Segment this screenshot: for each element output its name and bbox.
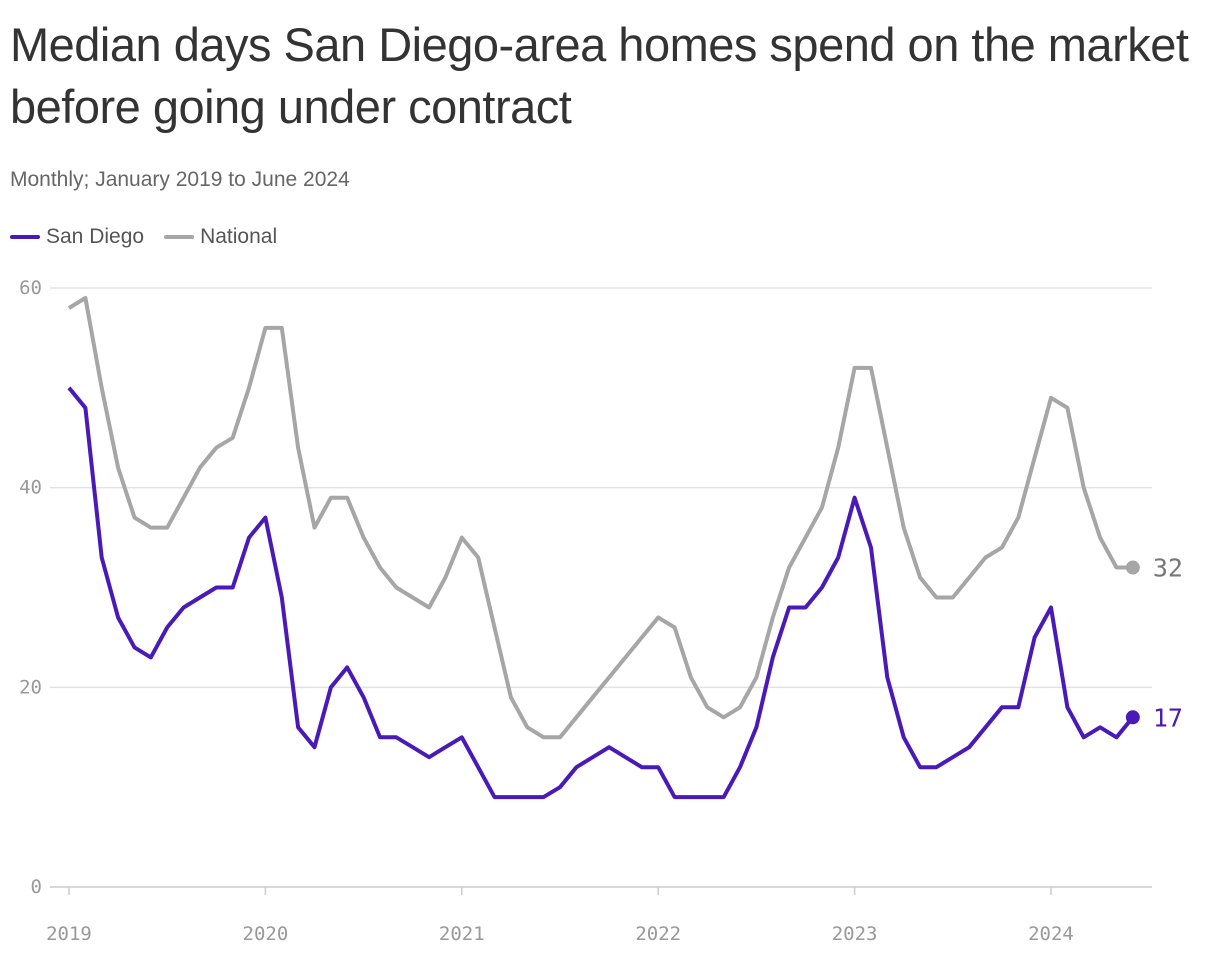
end-point [1125,710,1140,725]
legend-swatch [164,235,195,239]
x-tick-label: 2022 [635,923,681,945]
y-tick-label: 60 [19,277,42,299]
chart-title: Median days San Diego-area homes spend o… [10,18,1189,133]
legend-label: National [200,225,278,248]
series-line-national [67,296,1133,740]
y-tick-label: 0 [31,876,42,898]
legend: San Diego National [10,225,277,249]
chart-subtitle: Monthly; January 2019 to June 2024 [10,168,350,191]
y-tick-label: 20 [19,676,42,698]
end-point [1125,560,1140,575]
x-tick-label: 2024 [1028,923,1074,945]
x-tick-label: 2020 [243,923,289,945]
legend-label: San Diego [46,225,145,248]
y-tick-label: 40 [19,477,42,499]
legend-item-national: National [164,225,277,249]
series-line-san-diego [67,386,1135,800]
end-label: 17 [1153,703,1183,732]
x-tick-label: 2019 [46,923,92,945]
legend-item-san-diego: San Diego [10,225,144,249]
end-label: 32 [1153,554,1183,583]
x-tick-label: 2023 [832,923,878,945]
legend-swatch [10,235,40,239]
x-tick-label: 2021 [439,923,485,945]
